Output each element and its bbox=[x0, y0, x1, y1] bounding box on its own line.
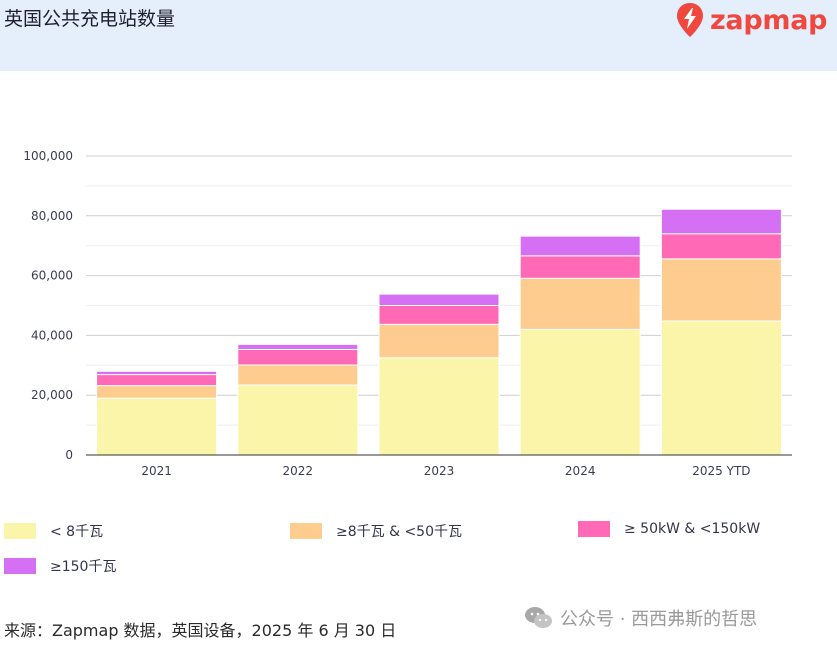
legend-swatch bbox=[4, 558, 36, 574]
y-tick-label: 40,000 bbox=[31, 328, 73, 342]
x-tick-label: 2023 bbox=[424, 464, 455, 478]
bar-segment bbox=[378, 305, 500, 325]
legend-label: ≥8千瓦 & <50千瓦 bbox=[336, 524, 462, 540]
legend-swatch bbox=[578, 521, 610, 537]
watermark-text: 公众号 · 西西弗斯的哲思 bbox=[560, 609, 758, 630]
bar-segment bbox=[378, 293, 500, 307]
legend-swatch bbox=[290, 523, 322, 539]
bar-segment bbox=[519, 255, 641, 279]
bar-segment bbox=[519, 328, 641, 456]
chart-title: 英国公共充电站数量 bbox=[4, 8, 176, 30]
zapmap-logo: zapmap bbox=[676, 0, 836, 40]
y-tick-label: 100,000 bbox=[23, 149, 73, 163]
bar-segment bbox=[660, 320, 782, 456]
y-tick-label: 20,000 bbox=[31, 388, 73, 402]
legend-label: ≥ 50kW & <150kW bbox=[624, 521, 761, 537]
legend-swatch bbox=[4, 523, 36, 539]
x-tick-label: 2025 YTD bbox=[692, 464, 750, 478]
wechat-icon bbox=[525, 607, 552, 628]
x-tick-label: 2024 bbox=[565, 464, 596, 478]
bar-segment bbox=[660, 233, 782, 260]
bar-segment bbox=[660, 208, 782, 235]
bar-segment bbox=[378, 357, 500, 456]
stacked-bar-chart: 0 20,000 40,000 60,000 80,000 100,000 2021 2022… bbox=[23, 149, 792, 478]
watermark: 公众号 · 西西弗斯的哲思 bbox=[524, 605, 757, 631]
bar-segment bbox=[237, 384, 359, 456]
x-tick-label: 2022 bbox=[283, 464, 314, 478]
bar-segment bbox=[96, 370, 218, 376]
legend-item: ≥150千瓦 bbox=[4, 556, 116, 576]
legend-item: ≥ 50kW & <150kW bbox=[578, 521, 760, 537]
lightning-pin-icon bbox=[677, 3, 703, 37]
bar-segment bbox=[660, 258, 782, 322]
bar-segment bbox=[237, 348, 359, 366]
y-tick-label: 0 bbox=[65, 448, 73, 462]
source-note: 来源：Zapmap 数据，英国设备，2025 年 6 月 30 日 bbox=[4, 621, 397, 640]
bar-segment bbox=[96, 385, 218, 399]
bar-segment bbox=[96, 374, 218, 387]
legend-item: < 8千瓦 bbox=[4, 521, 103, 541]
bar-segment bbox=[96, 397, 218, 456]
bar-segment bbox=[237, 364, 359, 386]
x-tick-label: 2021 bbox=[141, 464, 172, 478]
brand-name: zapmap bbox=[710, 4, 828, 36]
y-tick-label: 80,000 bbox=[31, 209, 73, 223]
legend-label: ≥150千瓦 bbox=[50, 559, 117, 575]
legend-item: ≥8千瓦 & <50千瓦 bbox=[290, 521, 462, 541]
bar-segment bbox=[378, 323, 500, 359]
bar-segment bbox=[519, 277, 641, 330]
bar-segment bbox=[519, 235, 641, 257]
bar-segment bbox=[237, 343, 359, 350]
y-tick-label: 60,000 bbox=[31, 269, 73, 283]
legend-label: < 8千瓦 bbox=[50, 524, 104, 540]
